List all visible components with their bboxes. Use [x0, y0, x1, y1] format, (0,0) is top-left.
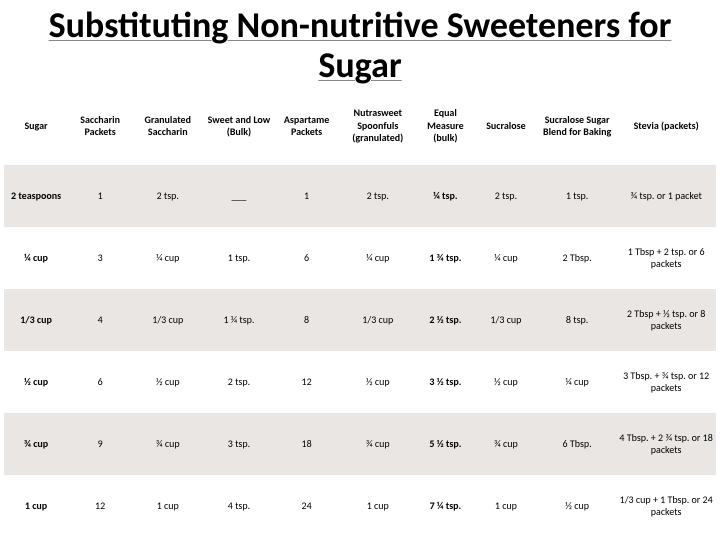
col-header: Saccharin Packets [68, 87, 132, 165]
table-cell: 12 [275, 351, 339, 413]
table-cell: ¾ cup [474, 413, 538, 475]
table-cell: 1 ¾ tsp. [417, 227, 474, 289]
table-cell: ½ cup [474, 351, 538, 413]
table-cell: ¾ cup [339, 413, 417, 475]
table-cell: 1 ¼ tsp. [203, 289, 274, 351]
table-cell: ¼ cup [4, 227, 68, 289]
table-cell: 1 [275, 165, 339, 227]
table-cell: ¼ cup [132, 227, 203, 289]
table-cell: 9 [68, 413, 132, 475]
table-cell: 6 [68, 351, 132, 413]
table-row: ¾ cup9¾ cup3 tsp.18¾ cup5 ½ tsp.¾ cup6 T… [4, 413, 716, 475]
table-row: ¼ cup3¼ cup1 tsp.6¼ cup1 ¾ tsp.¼ cup2 Tb… [4, 227, 716, 289]
table-cell: 2 tsp. [339, 165, 417, 227]
table-cell: 6 Tbsp. [538, 413, 616, 475]
col-header: Sweet and Low (Bulk) [203, 87, 274, 165]
table-cell: 3 [68, 227, 132, 289]
table-cell: ¼ cup [538, 351, 616, 413]
table-cell: 1 tsp. [203, 227, 274, 289]
page-title: Substituting Non-nutritive Sweeteners fo… [0, 0, 720, 87]
table-cell: ___ [203, 165, 274, 227]
table-body: 2 teaspoons12 tsp.___12 tsp.¼ tsp.2 tsp.… [4, 165, 716, 537]
table-cell: 1 tsp. [538, 165, 616, 227]
table-cell: 4 Tbsp. + 2 ¾ tsp. or 18 packets [616, 413, 716, 475]
table-cell: 8 [275, 289, 339, 351]
table-cell: 1/3 cup [474, 289, 538, 351]
table-row: 2 teaspoons12 tsp.___12 tsp.¼ tsp.2 tsp.… [4, 165, 716, 227]
table-cell: 1 cup [474, 475, 538, 537]
table-row: ½ cup6½ cup2 tsp.12½ cup3 ½ tsp.½ cup¼ c… [4, 351, 716, 413]
table-cell: 3 ½ tsp. [417, 351, 474, 413]
table-cell: 12 [68, 475, 132, 537]
table-cell: 1/3 cup [4, 289, 68, 351]
table-cell: ½ cup [339, 351, 417, 413]
col-header: Stevia (packets) [616, 87, 716, 165]
table-cell: ¼ cup [474, 227, 538, 289]
table-cell: ¼ cup [339, 227, 417, 289]
table-cell: 1 Tbsp + 2 tsp. or 6 packets [616, 227, 716, 289]
table-cell: ¼ tsp. [417, 165, 474, 227]
table-cell: 7 ¼ tsp. [417, 475, 474, 537]
table-cell: 5 ½ tsp. [417, 413, 474, 475]
table-cell: ¾ cup [4, 413, 68, 475]
table-cell: 8 tsp. [538, 289, 616, 351]
table-cell: ½ cup [538, 475, 616, 537]
table-row: 1/3 cup41/3 cup1 ¼ tsp.81/3 cup2 ½ tsp.1… [4, 289, 716, 351]
table-cell: 2 Tbsp. [538, 227, 616, 289]
table-cell: ¾ cup [132, 413, 203, 475]
table-container: SugarSaccharin PacketsGranulated Sacchar… [0, 87, 720, 537]
table-cell: 2 tsp. [203, 351, 274, 413]
table-cell: 1 cup [132, 475, 203, 537]
table-cell: ½ cup [132, 351, 203, 413]
sweetener-table: SugarSaccharin PacketsGranulated Sacchar… [4, 87, 716, 537]
col-header: Sucralose Sugar Blend for Baking [538, 87, 616, 165]
table-cell: 24 [275, 475, 339, 537]
table-cell: 1/3 cup [132, 289, 203, 351]
table-cell: 1/3 cup + 1 Tbsp. or 24 packets [616, 475, 716, 537]
table-row: 1 cup121 cup4 tsp.241 cup7 ¼ tsp.1 cup½ … [4, 475, 716, 537]
table-cell: 2 Tbsp + ½ tsp. or 8 packets [616, 289, 716, 351]
col-header: Aspartame Packets [275, 87, 339, 165]
table-cell: 4 tsp. [203, 475, 274, 537]
table-cell: ¾ tsp. or 1 packet [616, 165, 716, 227]
table-cell: 2 tsp. [474, 165, 538, 227]
table-header-row: SugarSaccharin PacketsGranulated Sacchar… [4, 87, 716, 165]
table-cell: 2 tsp. [132, 165, 203, 227]
table-cell: ½ cup [4, 351, 68, 413]
table-cell: 1/3 cup [339, 289, 417, 351]
table-cell: 18 [275, 413, 339, 475]
col-header: Equal Measure (bulk) [417, 87, 474, 165]
table-cell: 3 tsp. [203, 413, 274, 475]
table-cell: 2 ½ tsp. [417, 289, 474, 351]
col-header: Sucralose [474, 87, 538, 165]
col-header: Granulated Saccharin [132, 87, 203, 165]
col-header: Nutrasweet Spoonfuls (granulated) [339, 87, 417, 165]
table-cell: 1 cup [4, 475, 68, 537]
table-cell: 4 [68, 289, 132, 351]
table-cell: 2 teaspoons [4, 165, 68, 227]
table-cell: 1 [68, 165, 132, 227]
table-cell: 6 [275, 227, 339, 289]
table-cell: 1 cup [339, 475, 417, 537]
table-cell: 3 Tbsp. + ¾ tsp. or 12 packets [616, 351, 716, 413]
col-header: Sugar [4, 87, 68, 165]
